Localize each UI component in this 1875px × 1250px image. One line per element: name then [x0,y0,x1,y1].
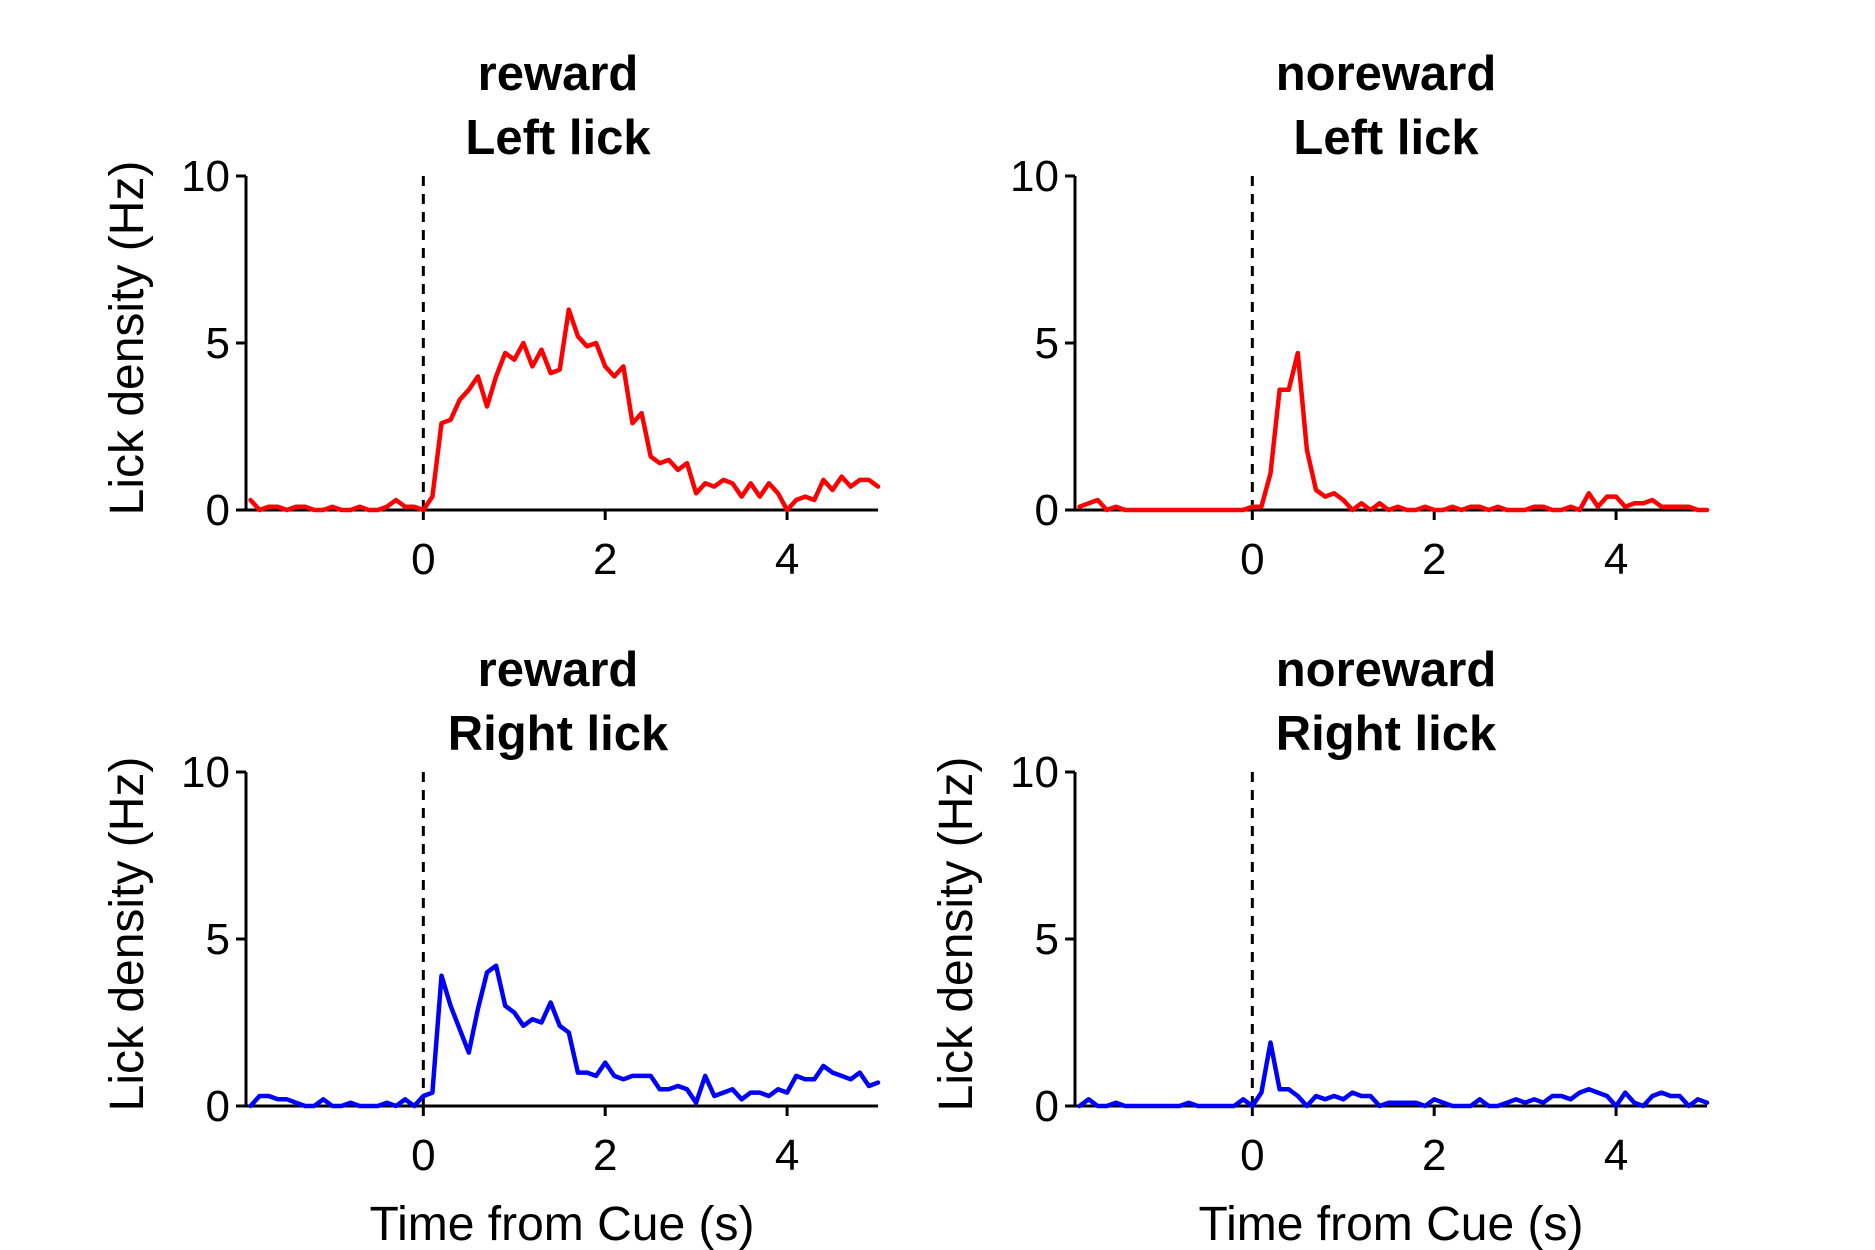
panel-title: reward [478,47,639,101]
x-tick-label: 2 [593,535,617,584]
x-tick-label: 4 [1604,535,1628,584]
lick-density-series-line [248,963,881,1109]
x-tick-label: 0 [1240,535,1264,584]
lick-density-series-line [1077,350,1710,513]
lick-density-series-line [248,307,881,513]
plot-area: 0 5 10 0 2 4 [181,152,881,584]
y-tick-label: 10 [181,152,230,201]
plot-area: 0 5 10 0 2 4 [181,748,881,1180]
x-tick-label: 4 [1604,1131,1628,1180]
y-tick-label: 5 [206,319,230,368]
panel-noreward-left-lick: noreward Left lick 0 5 10 0 2 4 [1010,47,1710,584]
y-axis-label: Lick density (Hz) [101,161,154,516]
y-tick-label: 5 [206,915,230,964]
x-tick-label: 4 [775,535,799,584]
panel-title: noreward [1276,47,1497,101]
panel-subtitle: Left lick [465,111,651,165]
panel-subtitle: Right lick [1276,707,1497,761]
y-tick-label: 5 [1035,915,1059,964]
y-tick-label: 10 [181,748,230,797]
panel-reward-right-lick: reward Right lick Lick density (Hz) Time… [101,643,881,1250]
x-axis-label: Time from Cue (s) [1199,1198,1584,1250]
x-tick-label: 2 [1422,535,1446,584]
y-tick-label: 0 [1035,486,1059,535]
y-tick-label: 0 [206,1082,230,1131]
x-tick-label: 2 [1422,1131,1446,1180]
panel-noreward-right-lick: noreward Right lick Lick density (Hz) Ti… [930,643,1710,1250]
y-tick-label: 0 [1035,1082,1059,1131]
panel-title: reward [478,643,639,697]
plot-area: 0 5 10 0 2 4 [1010,152,1710,584]
x-tick-label: 2 [593,1131,617,1180]
y-tick-label: 0 [206,486,230,535]
x-tick-label: 4 [775,1131,799,1180]
x-axis-label: Time from Cue (s) [370,1198,755,1250]
panel-subtitle: Right lick [448,707,669,761]
y-tick-label: 10 [1010,152,1059,201]
lick-density-series-line [1077,1040,1710,1109]
y-axis-label: Lick density (Hz) [930,757,983,1112]
y-axis-label: Lick density (Hz) [101,757,154,1112]
x-tick-label: 0 [1240,1131,1264,1180]
y-tick-label: 5 [1035,319,1059,368]
panel-subtitle: Left lick [1293,111,1479,165]
panel-reward-left-lick: reward Left lick Lick density (Hz) 05100… [101,47,881,584]
x-tick-label: 0 [411,535,435,584]
y-tick-label: 10 [1010,748,1059,797]
x-tick-label: 0 [411,1131,435,1180]
panel-title: noreward [1276,643,1497,697]
plot-area: 0 5 10 0 2 4 [1010,748,1710,1180]
